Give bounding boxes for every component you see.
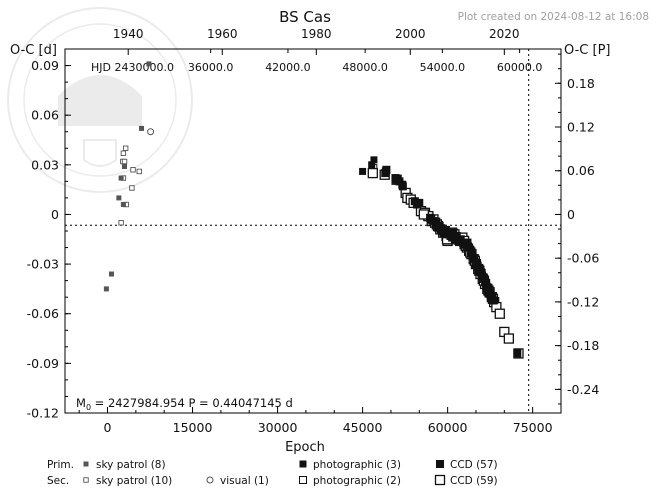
data-point-sky-sec bbox=[129, 185, 135, 191]
data-point-sky-prim bbox=[116, 195, 122, 201]
legend-label: photographic (2) bbox=[313, 475, 401, 487]
y-axis-label-right: O-C [P] bbox=[564, 43, 610, 58]
data-point-ccd-prim bbox=[474, 266, 483, 275]
data-point-sky-sec bbox=[122, 145, 129, 151]
data-point-sky-sec bbox=[120, 150, 127, 156]
data-point-ccd-prim bbox=[465, 243, 474, 252]
x-tick-label: 45000 bbox=[343, 420, 383, 435]
axis-ticks: 0 15000 30000 45000 60000 75000 0.09 0.06 0.03 0 -… bbox=[27, 27, 600, 435]
data-point-ccd-prim bbox=[382, 165, 391, 174]
data-point-sky-sec bbox=[130, 167, 136, 173]
chart-title: BS Cas bbox=[279, 8, 331, 26]
data-point-ccd-prim bbox=[463, 238, 472, 247]
legend-sec-label: Sec. bbox=[47, 475, 69, 487]
y-tick-label: 0.06 bbox=[31, 108, 59, 123]
phase-tick-label: -0.12 bbox=[567, 294, 599, 309]
data-points bbox=[103, 61, 524, 359]
year-tick-label: 1960 bbox=[207, 27, 238, 41]
plot-created-note: Plot created on 2024-08-12 at 16:08 bbox=[458, 11, 649, 23]
data-point-sky-prim bbox=[139, 125, 145, 131]
data-point-sky-prim bbox=[120, 202, 126, 208]
data-point-ccd-sec bbox=[503, 333, 514, 344]
phase-tick-label: 0.12 bbox=[567, 120, 595, 135]
y-tick-label: -0.09 bbox=[27, 356, 59, 371]
data-point-visual bbox=[147, 128, 155, 136]
x-tick-label: 75000 bbox=[513, 420, 553, 435]
data-point-ccd-prim bbox=[398, 182, 407, 191]
data-point-sky-sec bbox=[118, 220, 124, 226]
data-point-ccd-sec bbox=[367, 167, 378, 179]
data-point-photo-prim bbox=[370, 156, 378, 164]
data-point-sky-prim bbox=[103, 286, 109, 292]
legend-label: sky patrol (10) bbox=[96, 475, 172, 487]
phase-tick-label: 0.18 bbox=[567, 76, 595, 91]
data-point-ccd-prim bbox=[436, 225, 445, 234]
x-tick-label: 60000 bbox=[428, 420, 468, 435]
phase-tick-label: 0.06 bbox=[567, 163, 595, 178]
legend-marker-ccd-prim bbox=[436, 460, 444, 468]
year-tick-label: 2000 bbox=[395, 27, 426, 41]
data-point-ccd-sec bbox=[494, 308, 505, 319]
x-tick-label: 30000 bbox=[258, 420, 298, 435]
data-point-sky-sec bbox=[136, 168, 142, 175]
phase-tick-label: -0.18 bbox=[567, 338, 599, 353]
x-axis-label: Epoch bbox=[285, 440, 325, 455]
phase-tick-label: 0 bbox=[567, 207, 575, 222]
y-tick-label: -0.12 bbox=[27, 406, 59, 421]
hjd-tick-label: 36000.0 bbox=[188, 61, 234, 74]
data-point-sky-prim bbox=[146, 61, 152, 67]
legend-marker-visual bbox=[206, 476, 214, 484]
legend-label: sky patrol (8) bbox=[96, 459, 166, 471]
y-tick-label: -0.06 bbox=[27, 306, 59, 321]
legend-label: visual (1) bbox=[220, 475, 269, 487]
legend-prim-label: Prim. bbox=[47, 459, 74, 471]
observatory-watermark bbox=[7, 7, 193, 193]
data-point-ccd-prim bbox=[415, 198, 424, 207]
legend-marker-sky-sec bbox=[83, 477, 89, 483]
hjd-tick-label: 48000.0 bbox=[342, 61, 388, 74]
y-tick-label: 0 bbox=[51, 207, 59, 222]
data-point-sky-prim bbox=[108, 271, 114, 277]
reference-lines bbox=[65, 49, 561, 413]
data-point-sky-prim bbox=[118, 175, 124, 181]
data-point-sky-sec bbox=[121, 158, 128, 165]
legend-marker-ccd-sec bbox=[434, 474, 446, 486]
data-point-sky-prim bbox=[122, 163, 128, 169]
legend-marker-photo-sec bbox=[299, 476, 307, 484]
legend-label: CCD (57) bbox=[450, 459, 498, 471]
x-tick-label: 15000 bbox=[173, 420, 213, 435]
y-axis-label-left: O-C [d] bbox=[10, 43, 57, 58]
legend-label: CCD (59) bbox=[450, 475, 498, 487]
y-tick-label: 0.03 bbox=[31, 157, 59, 172]
legend-label: photographic (3) bbox=[313, 459, 401, 471]
data-point-ccd-prim bbox=[489, 296, 498, 305]
year-tick-label: 2020 bbox=[489, 27, 520, 41]
phase-tick-label: -0.24 bbox=[567, 382, 599, 397]
legend-marker-sky-prim bbox=[83, 461, 89, 467]
y-tick-label: 0.09 bbox=[31, 58, 59, 73]
ephemeris-elements: M0 = 2427984.954 P = 0.44047145 d bbox=[76, 396, 293, 412]
hjd-tick-label: 60000.0 bbox=[497, 61, 543, 74]
hjd-tick-label: 54000.0 bbox=[420, 61, 466, 74]
year-tick-label: 1980 bbox=[301, 27, 332, 41]
data-point-ccd-prim bbox=[471, 260, 480, 269]
data-point-ccd-prim bbox=[513, 349, 522, 358]
phase-tick-label: -0.06 bbox=[567, 251, 599, 266]
legend-marker-photo-prim bbox=[299, 460, 307, 468]
legend: Prim. Sec. sky patrol (8) sky patrol (10) vi… bbox=[47, 459, 498, 487]
x-tick-label: 0 bbox=[104, 420, 112, 435]
data-point-ccd-prim bbox=[479, 273, 488, 282]
year-tick-label: 1940 bbox=[113, 27, 144, 41]
y-tick-label: -0.03 bbox=[27, 257, 59, 272]
data-point-photo-prim bbox=[368, 161, 376, 169]
hjd-tick-label: 42000.0 bbox=[265, 61, 311, 74]
data-point-photo-prim bbox=[359, 167, 367, 175]
hjd-axis-label: HJD 2430000.0 bbox=[91, 61, 174, 74]
